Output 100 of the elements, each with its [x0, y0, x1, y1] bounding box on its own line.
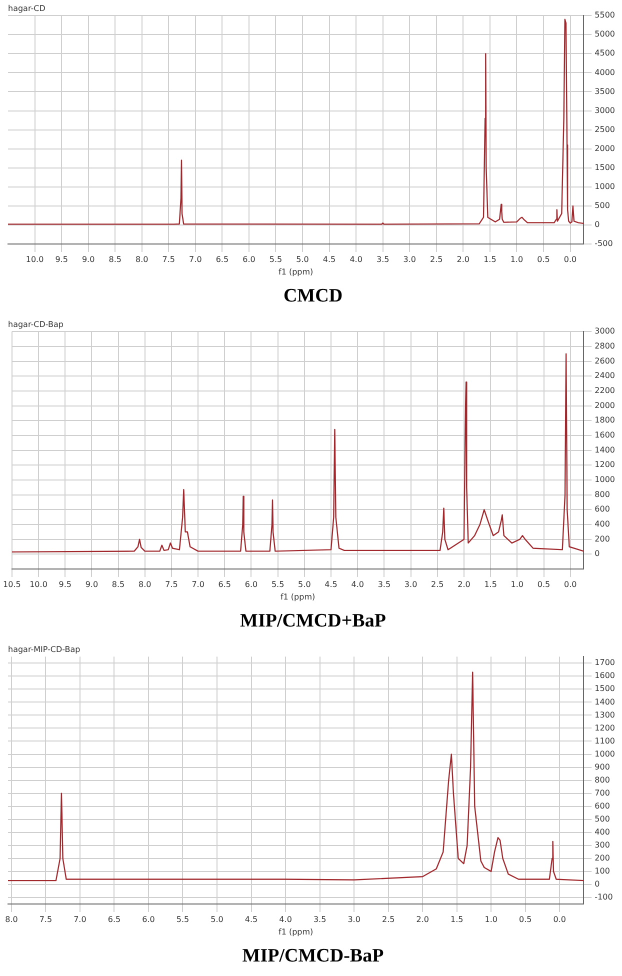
x-tick-label: 6.5 [108, 914, 121, 924]
y-tick-label: 1400 [594, 697, 615, 706]
x-tick-label: 0.5 [537, 254, 550, 264]
x-tick-label: 0.0 [564, 254, 577, 264]
y-tick-label: 5000 [594, 30, 615, 39]
x-tick-label: 4.5 [322, 254, 336, 264]
x-tick-label: 3.0 [348, 914, 360, 924]
y-tick-label: 2400 [594, 371, 615, 380]
y-tick-label: 0 [594, 549, 600, 558]
x-tick-label: 5.5 [271, 580, 284, 589]
x-tick-label: 0.0 [553, 914, 566, 924]
y-tick-label: 2000 [594, 400, 615, 410]
y-tick-label: 0 [594, 220, 600, 230]
x-tick-label: 8.0 [136, 254, 148, 264]
y-tick-label: 300 [594, 840, 610, 850]
x-tick-label: 0.5 [537, 580, 550, 589]
chart-subtitle: hagar-MIP-CD-Bap [8, 644, 80, 654]
x-tick-label: 5.5 [269, 254, 282, 264]
x-axis-title: f1 (ppm) [280, 592, 316, 602]
y-tick-label: 1000 [594, 475, 615, 484]
y-tick-label: 600 [594, 504, 610, 514]
y-tick-label: 2600 [594, 356, 615, 366]
x-tick-label: 1.5 [484, 580, 497, 589]
x-tick-label: 6.0 [244, 580, 258, 589]
x-tick-label: 5.0 [296, 254, 309, 264]
x-tick-label: 5.0 [298, 580, 311, 589]
y-tick-label: 1600 [594, 430, 615, 440]
x-tick-label: 6.5 [216, 254, 229, 264]
x-tick-label: 1.5 [484, 254, 496, 264]
x-tick-label: 4.0 [351, 580, 364, 589]
x-tick-label: 8.0 [5, 914, 18, 924]
x-tick-label: 1.0 [484, 914, 498, 924]
x-tick-label: 4.0 [350, 254, 362, 264]
x-axis-title: f1 (ppm) [278, 927, 314, 936]
y-tick-label: 200 [594, 534, 610, 544]
y-tick-label: 0 [594, 880, 600, 889]
x-tick-label: 7.0 [74, 914, 86, 924]
x-tick-label: 10.5 [3, 580, 21, 589]
y-tick-label: 1500 [594, 162, 615, 172]
x-tick-label: 6.0 [142, 914, 155, 924]
y-tick-label: 1200 [594, 723, 615, 732]
chart-subtitle: hagar-CD [8, 4, 46, 13]
y-tick-label: 400 [594, 520, 610, 529]
y-tick-label: 800 [594, 490, 610, 499]
y-tick-label: 3000 [594, 106, 615, 115]
x-tick-label: 9.0 [82, 254, 95, 264]
y-tick-label: 1800 [594, 416, 615, 425]
x-tick-label: 5.5 [176, 914, 190, 924]
x-tick-label: 8.5 [108, 254, 122, 264]
x-tick-label: 4.0 [279, 914, 292, 924]
y-tick-label: 1000 [594, 182, 615, 191]
y-tick-label: 1300 [594, 710, 615, 720]
x-tick-label: 2.0 [456, 254, 470, 264]
y-tick-label: 2200 [594, 386, 615, 396]
y-tick-label: 3500 [594, 86, 615, 96]
x-tick-label: 2.5 [430, 254, 443, 264]
x-tick-label: 3.5 [376, 254, 390, 264]
y-tick-label: 2800 [594, 342, 615, 351]
text: MIP/CMCD-BaP [242, 946, 384, 967]
x-tick-label: 5.0 [210, 914, 224, 924]
y-tick-label: -100 [594, 892, 613, 902]
x-tick-label: 2.5 [382, 914, 395, 924]
x-tick-label: 7.5 [39, 914, 52, 924]
x-tick-label: 8.5 [112, 580, 125, 589]
x-tick-label: 2.0 [458, 580, 470, 589]
y-tick-label: 2500 [594, 124, 615, 134]
y-tick-label: 5500 [594, 10, 615, 20]
y-tick-label: 100 [594, 866, 610, 876]
x-tick-label: 6.5 [218, 580, 232, 589]
x-tick-label: 9.5 [55, 254, 68, 264]
x-tick-label: 4.5 [324, 580, 338, 589]
y-tick-label: -500 [594, 239, 613, 248]
y-tick-label: 1000 [594, 749, 615, 758]
y-tick-label: 1400 [594, 445, 615, 454]
y-tick-label: 500 [594, 201, 610, 210]
x-tick-label: 6.0 [242, 254, 256, 264]
x-tick-label: 8.0 [138, 580, 152, 589]
y-tick-label: 1700 [594, 658, 615, 668]
text: MIP/CMCD+BaP [240, 610, 386, 632]
y-tick-label: 200 [594, 854, 610, 863]
x-tick-label: 1.0 [510, 580, 524, 589]
x-tick-label: 3.5 [378, 580, 391, 589]
x-tick-label: 10.0 [30, 580, 48, 589]
y-tick-label: 900 [594, 762, 610, 772]
y-tick-label: 700 [594, 788, 610, 798]
x-tick-label: 4.5 [244, 914, 258, 924]
y-tick-label: 600 [594, 801, 610, 810]
x-tick-label: 10.0 [26, 254, 44, 264]
x-tick-label: 7.5 [165, 580, 178, 589]
x-tick-label: 7.0 [192, 580, 204, 589]
x-tick-label: 2.0 [416, 914, 429, 924]
x-tick-label: 0.0 [564, 580, 577, 589]
x-tick-label: 3.0 [403, 254, 416, 264]
y-tick-label: 1200 [594, 460, 615, 470]
x-tick-label: 0.5 [519, 914, 532, 924]
x-tick-label: 9.5 [58, 580, 72, 589]
y-tick-label: 1100 [594, 736, 615, 746]
y-tick-label: 500 [594, 814, 610, 824]
text: CMCD [283, 286, 343, 307]
x-axis-title: f1 (ppm) [278, 267, 314, 276]
